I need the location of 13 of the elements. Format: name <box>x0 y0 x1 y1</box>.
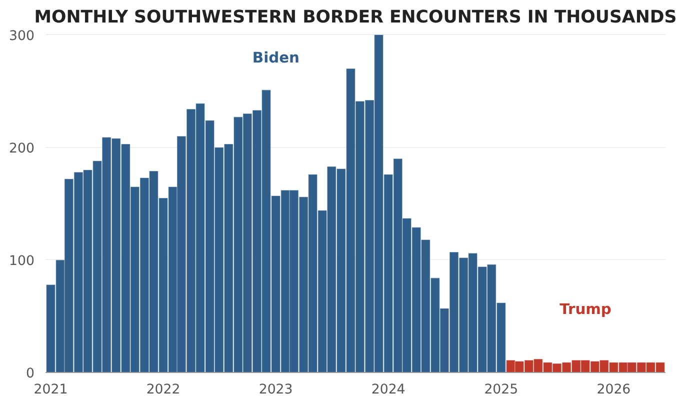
y-tick-label: 100 <box>9 254 35 269</box>
chart-title: MONTHLY SOUTHWESTERN BORDER ENCOUNTERS IN THOUSANDS <box>34 8 677 28</box>
series-label: Biden <box>252 50 300 66</box>
text: Trump <box>560 301 612 318</box>
x-tick-label: 2023 <box>258 382 293 396</box>
y-tick-label: 300 <box>9 28 35 44</box>
x-tick-label: 2024 <box>371 382 406 396</box>
x-tick-label: 2021 <box>34 382 68 396</box>
y-tick-label: 200 <box>9 141 35 156</box>
y-tick-label: 0 <box>26 366 35 382</box>
x-tick-label: 2026 <box>596 382 631 396</box>
x-tick-label: 2025 <box>484 382 518 396</box>
x-tick-label: 2022 <box>146 382 180 396</box>
